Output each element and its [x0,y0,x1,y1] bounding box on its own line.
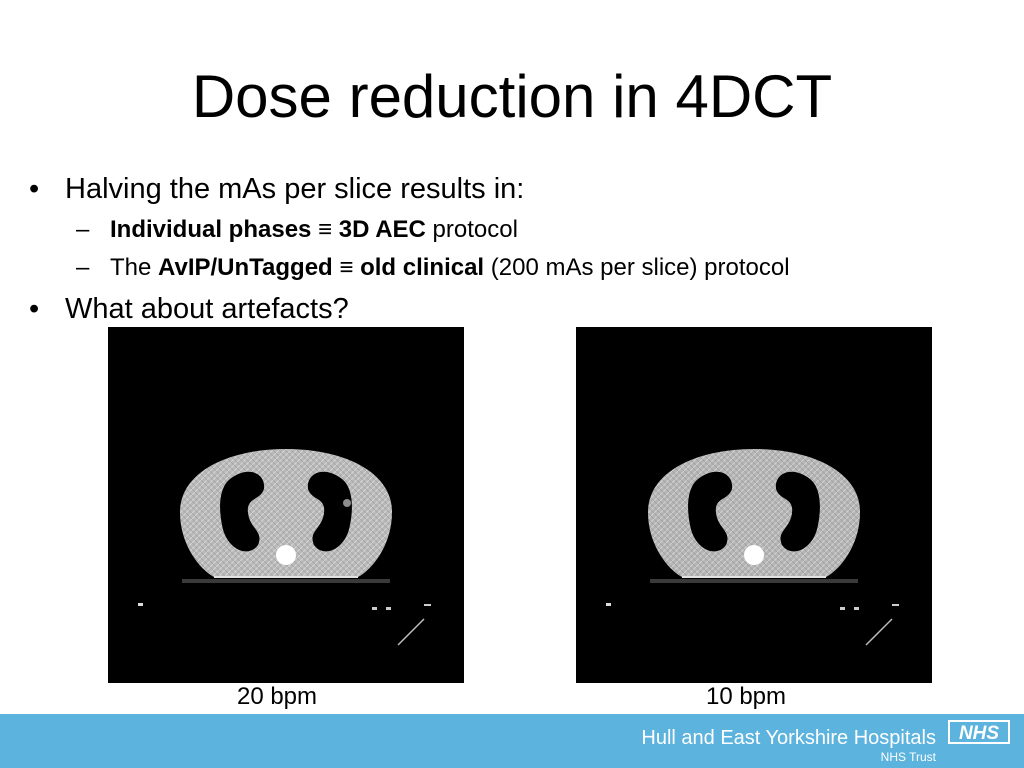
bullet-text: What about artefacts? [65,293,349,325]
sub-bullet-marker: – [76,216,90,243]
artefact-line [865,618,893,646]
artefact-mark [138,603,143,606]
ct-phantom-image [606,449,899,646]
plain-text: ≡ [332,254,361,281]
footer-organization: Hull and East Yorkshire Hospitals [641,727,936,749]
bullet-item: • What about artefacts? [29,292,349,326]
bone-insert [744,545,764,565]
bold-text: old clinical [360,254,485,281]
bold-text: 3D AEC [338,216,426,243]
ct-image-10bpm [576,327,932,683]
footer-bar: Hull and East Yorkshire Hospitals NHS Tr… [0,714,1024,768]
image-caption-10bpm: 10 bpm [705,683,787,710]
tumour-insert [343,499,351,507]
artefact-mark [854,607,859,610]
artefact-mark [424,604,431,606]
bullet-marker: • [29,293,40,325]
artefact-mark [840,607,845,610]
ct-phantom-image [138,449,431,646]
artefact-mark [892,604,899,606]
plain-text: protocol [425,216,518,243]
sub-bullet-item: – Individual phases ≡ 3D AEC protocol [76,216,518,244]
artefact-mark [372,607,377,610]
plain-text: (200 mAs per slice) protocol [484,254,790,281]
plain-text: ≡ [311,216,339,243]
sub-bullet-marker: – [76,254,90,281]
artefact-line [397,618,425,646]
bold-text: Individual phases [110,216,312,243]
right-lung [307,471,352,552]
footer-suborg: NHS Trust [880,750,936,764]
image-caption-20bpm: 20 bpm [236,683,318,710]
couch [182,579,390,583]
bone-insert [276,545,296,565]
ct-image-20bpm [108,327,464,683]
slide-title: Dose reduction in 4DCT [191,63,833,130]
bold-text: AvIP/UnTagged [158,254,333,281]
left-lung [688,471,733,552]
left-lung [220,471,265,552]
bullet-marker: • [29,173,40,205]
right-lung [775,471,820,552]
nhs-logo-text: NHS [959,723,999,744]
plain-text: The [110,254,159,281]
sub-bullet-item: – The AvIP/UnTagged ≡ old clinical (200 … [76,254,790,282]
nhs-logo: NHS [948,720,1010,744]
artefact-mark [386,607,391,610]
couch [650,579,858,583]
artefact-mark [606,603,611,606]
bullet-item: • Halving the mAs per slice results in: [29,172,525,206]
bullet-text: Halving the mAs per slice results in: [65,173,525,205]
